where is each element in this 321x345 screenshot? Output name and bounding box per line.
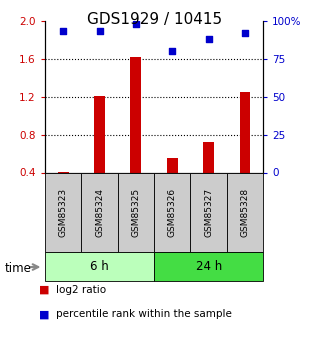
Text: percentile rank within the sample: percentile rank within the sample	[56, 309, 232, 319]
Text: GSM85327: GSM85327	[204, 188, 213, 237]
Text: GSM85326: GSM85326	[168, 188, 177, 237]
Bar	[81, 172, 118, 252]
Bar	[239, 92, 250, 172]
Bar	[94, 96, 105, 172]
Point	[242, 30, 247, 36]
Point	[170, 48, 175, 54]
Bar	[118, 172, 154, 252]
Point	[133, 21, 138, 27]
Point	[61, 29, 66, 34]
Bar	[154, 252, 263, 281]
Bar	[167, 158, 178, 172]
Text: ■: ■	[39, 309, 49, 319]
Bar	[227, 172, 263, 252]
Bar	[154, 172, 190, 252]
Text: 6 h: 6 h	[90, 260, 109, 273]
Bar	[45, 252, 154, 281]
Text: GSM85323: GSM85323	[59, 188, 68, 237]
Text: time: time	[5, 262, 32, 275]
Text: log2 ratio: log2 ratio	[56, 285, 106, 295]
Bar	[45, 172, 81, 252]
Bar	[130, 57, 141, 172]
Point	[97, 29, 102, 34]
Text: 24 h: 24 h	[195, 260, 222, 273]
Bar	[203, 142, 214, 172]
Text: GSM85325: GSM85325	[131, 188, 140, 237]
Text: ■: ■	[39, 285, 49, 295]
Text: GSM85328: GSM85328	[240, 188, 249, 237]
Point	[206, 36, 211, 42]
Bar	[190, 172, 227, 252]
Text: GDS1929 / 10415: GDS1929 / 10415	[87, 12, 221, 27]
Text: GSM85324: GSM85324	[95, 188, 104, 237]
